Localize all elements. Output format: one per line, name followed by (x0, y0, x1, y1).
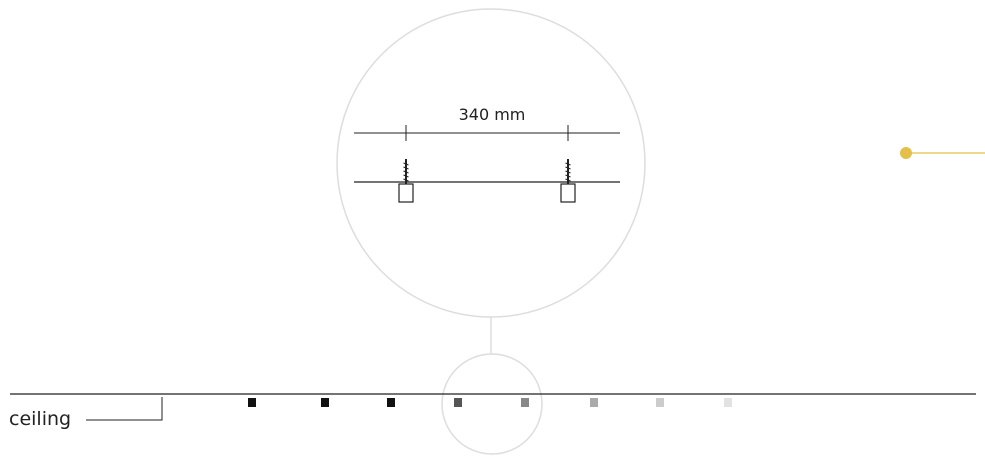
anchor-marker (321, 398, 329, 407)
ceiling-leader-line (86, 397, 163, 421)
anchor-marker (590, 398, 598, 407)
screw-icon (565, 159, 571, 184)
anchor-marker (387, 398, 395, 407)
anchor-block-right (560, 183, 576, 203)
ceiling-label: ceiling (9, 408, 71, 430)
anchor-marker (724, 398, 732, 407)
anchor-marker (521, 398, 529, 407)
screw-icon (403, 159, 409, 184)
magnifier-circle (441, 353, 543, 455)
anchor-marker (454, 398, 462, 407)
anchor-marker (656, 398, 664, 407)
yellow-dot-marker (900, 147, 912, 159)
magnified-detail-circle (336, 8, 646, 318)
dimension-label: 340 mm (459, 105, 526, 124)
anchor-block-left (398, 183, 414, 203)
anchor-marker (248, 398, 256, 407)
